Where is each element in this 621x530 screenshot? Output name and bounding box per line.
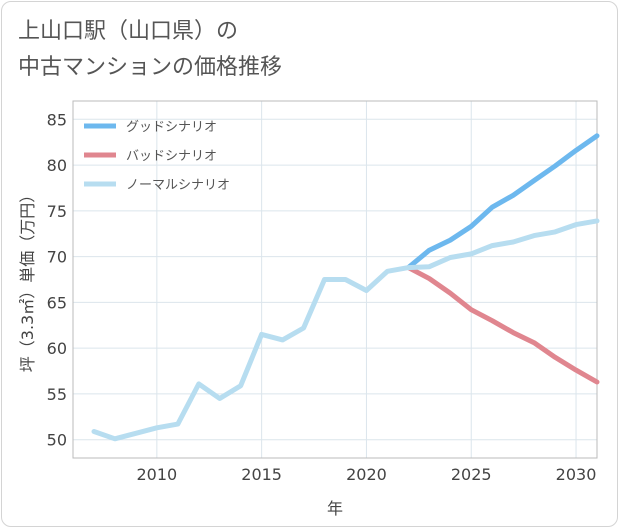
y-axis-title: 坪（3.3㎡）単価（万円） <box>18 187 37 372</box>
chart-title: 上山口駅（山口県）の 中古マンションの価格推移 <box>18 14 282 86</box>
x-axis-title: 年 <box>327 499 343 518</box>
chart-title-line-1: 上山口駅（山口県）の <box>18 19 239 44</box>
y-tick-label: 80 <box>47 156 67 175</box>
series-line-2 <box>91 218 600 442</box>
y-tick-label: 70 <box>47 248 67 267</box>
series-line-1 <box>405 265 600 385</box>
y-tick-label: 85 <box>47 110 67 129</box>
legend-label: グッドシナリオ <box>126 120 217 135</box>
y-tick-label: 60 <box>47 339 67 358</box>
x-tick-label: 2025 <box>451 465 492 484</box>
y-tick-label: 65 <box>47 293 67 312</box>
chart-title-line-2: 中古マンションの価格推移 <box>18 55 283 80</box>
y-tick-label: 55 <box>47 385 67 404</box>
x-tick-label: 2020 <box>346 465 387 484</box>
series-line-0 <box>405 133 600 271</box>
y-tick-label: 50 <box>47 431 67 450</box>
grid-lines <box>73 101 597 458</box>
x-tick-label: 2030 <box>556 465 597 484</box>
plot-area <box>72 100 598 459</box>
legend-label: バッドシナリオ <box>126 149 217 164</box>
x-tick-label: 2015 <box>241 465 282 484</box>
y-tick-label: 75 <box>47 202 67 221</box>
axis-ticks: 2010 2015 2020 2025 2030 50 55 60 65 70 75 80 85 <box>47 110 597 484</box>
legend-label: ノーマルシナリオ <box>126 178 230 193</box>
series-lines <box>91 133 600 442</box>
x-tick-label: 2010 <box>136 465 177 484</box>
